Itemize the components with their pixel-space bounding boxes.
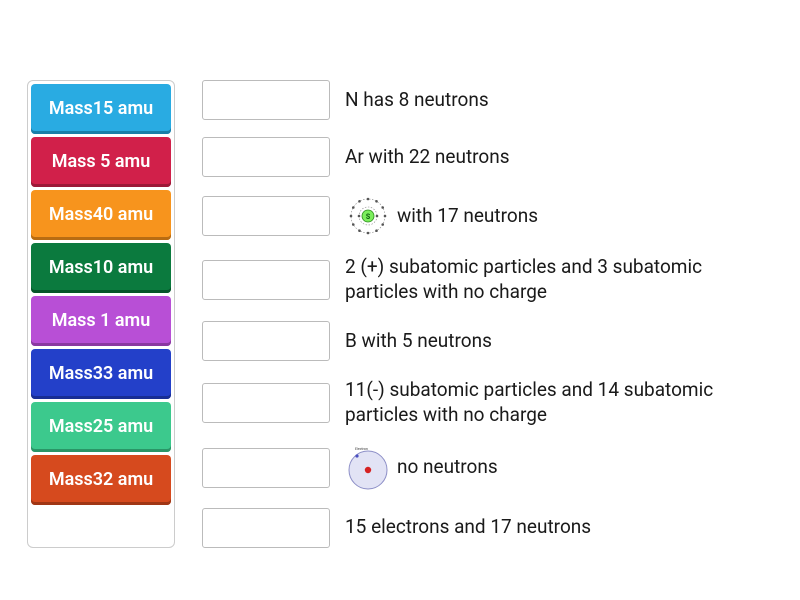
- matching-activity: Mass15 amuMass 5 amuMass40 amuMass10 amu…: [0, 0, 800, 548]
- answer-row-0: N has 8 neutrons: [202, 80, 755, 120]
- mass-tile-2[interactable]: Mass40 amu: [31, 190, 171, 240]
- description-text: N has 8 neutrons: [345, 88, 489, 113]
- description-4: B with 5 neutrons: [345, 329, 492, 354]
- mass-tile-7[interactable]: Mass32 amu: [31, 455, 171, 505]
- mass-tile-1[interactable]: Mass 5 amu: [31, 137, 171, 187]
- sulfur-atom-icon: S: [345, 194, 391, 238]
- tiles-bank: Mass15 amuMass 5 amuMass40 amuMass10 amu…: [27, 80, 175, 548]
- description-text: 2 (+) subatomic particles and 3 subatomi…: [345, 255, 755, 304]
- answer-row-6: Electron no neutrons: [202, 445, 755, 491]
- answer-row-4: B with 5 neutrons: [202, 321, 755, 361]
- description-text: 15 electrons and 17 neutrons: [345, 515, 591, 540]
- answer-row-5: 11(-) subatomic particles and 14 subatom…: [202, 378, 755, 427]
- description-2: S with 17 neutrons: [345, 194, 538, 238]
- answer-rows: N has 8 neutrons Ar with 22 neutrons S wi…: [202, 80, 755, 548]
- description-5: 11(-) subatomic particles and 14 subatom…: [345, 378, 755, 427]
- mass-tile-0[interactable]: Mass15 amu: [31, 84, 171, 134]
- dropzone-4[interactable]: [202, 321, 330, 361]
- dropzone-5[interactable]: [202, 383, 330, 423]
- dropzone-6[interactable]: [202, 448, 330, 488]
- hydrogen-atom-icon: Electron: [345, 445, 391, 491]
- dropzone-3[interactable]: [202, 260, 330, 300]
- mass-tile-6[interactable]: Mass25 amu: [31, 402, 171, 452]
- dropzone-1[interactable]: [202, 137, 330, 177]
- mass-tile-5[interactable]: Mass33 amu: [31, 349, 171, 399]
- description-7: 15 electrons and 17 neutrons: [345, 515, 591, 540]
- svg-text:Electron: Electron: [355, 447, 368, 451]
- description-text: with 17 neutrons: [397, 204, 538, 229]
- answer-row-1: Ar with 22 neutrons: [202, 137, 755, 177]
- description-6: Electron no neutrons: [345, 445, 498, 491]
- description-text: Ar with 22 neutrons: [345, 145, 510, 170]
- dropzone-2[interactable]: [202, 196, 330, 236]
- description-3: 2 (+) subatomic particles and 3 subatomi…: [345, 255, 755, 304]
- dropzone-0[interactable]: [202, 80, 330, 120]
- description-0: N has 8 neutrons: [345, 88, 489, 113]
- description-1: Ar with 22 neutrons: [345, 145, 510, 170]
- description-text: 11(-) subatomic particles and 14 subatom…: [345, 378, 755, 427]
- description-text: no neutrons: [397, 455, 498, 480]
- mass-tile-3[interactable]: Mass10 amu: [31, 243, 171, 293]
- svg-text:S: S: [366, 213, 371, 221]
- answer-row-3: 2 (+) subatomic particles and 3 subatomi…: [202, 255, 755, 304]
- mass-tile-4[interactable]: Mass 1 amu: [31, 296, 171, 346]
- answer-row-2: S with 17 neutrons: [202, 194, 755, 238]
- description-text: B with 5 neutrons: [345, 329, 492, 354]
- answer-row-7: 15 electrons and 17 neutrons: [202, 508, 755, 548]
- dropzone-7[interactable]: [202, 508, 330, 548]
